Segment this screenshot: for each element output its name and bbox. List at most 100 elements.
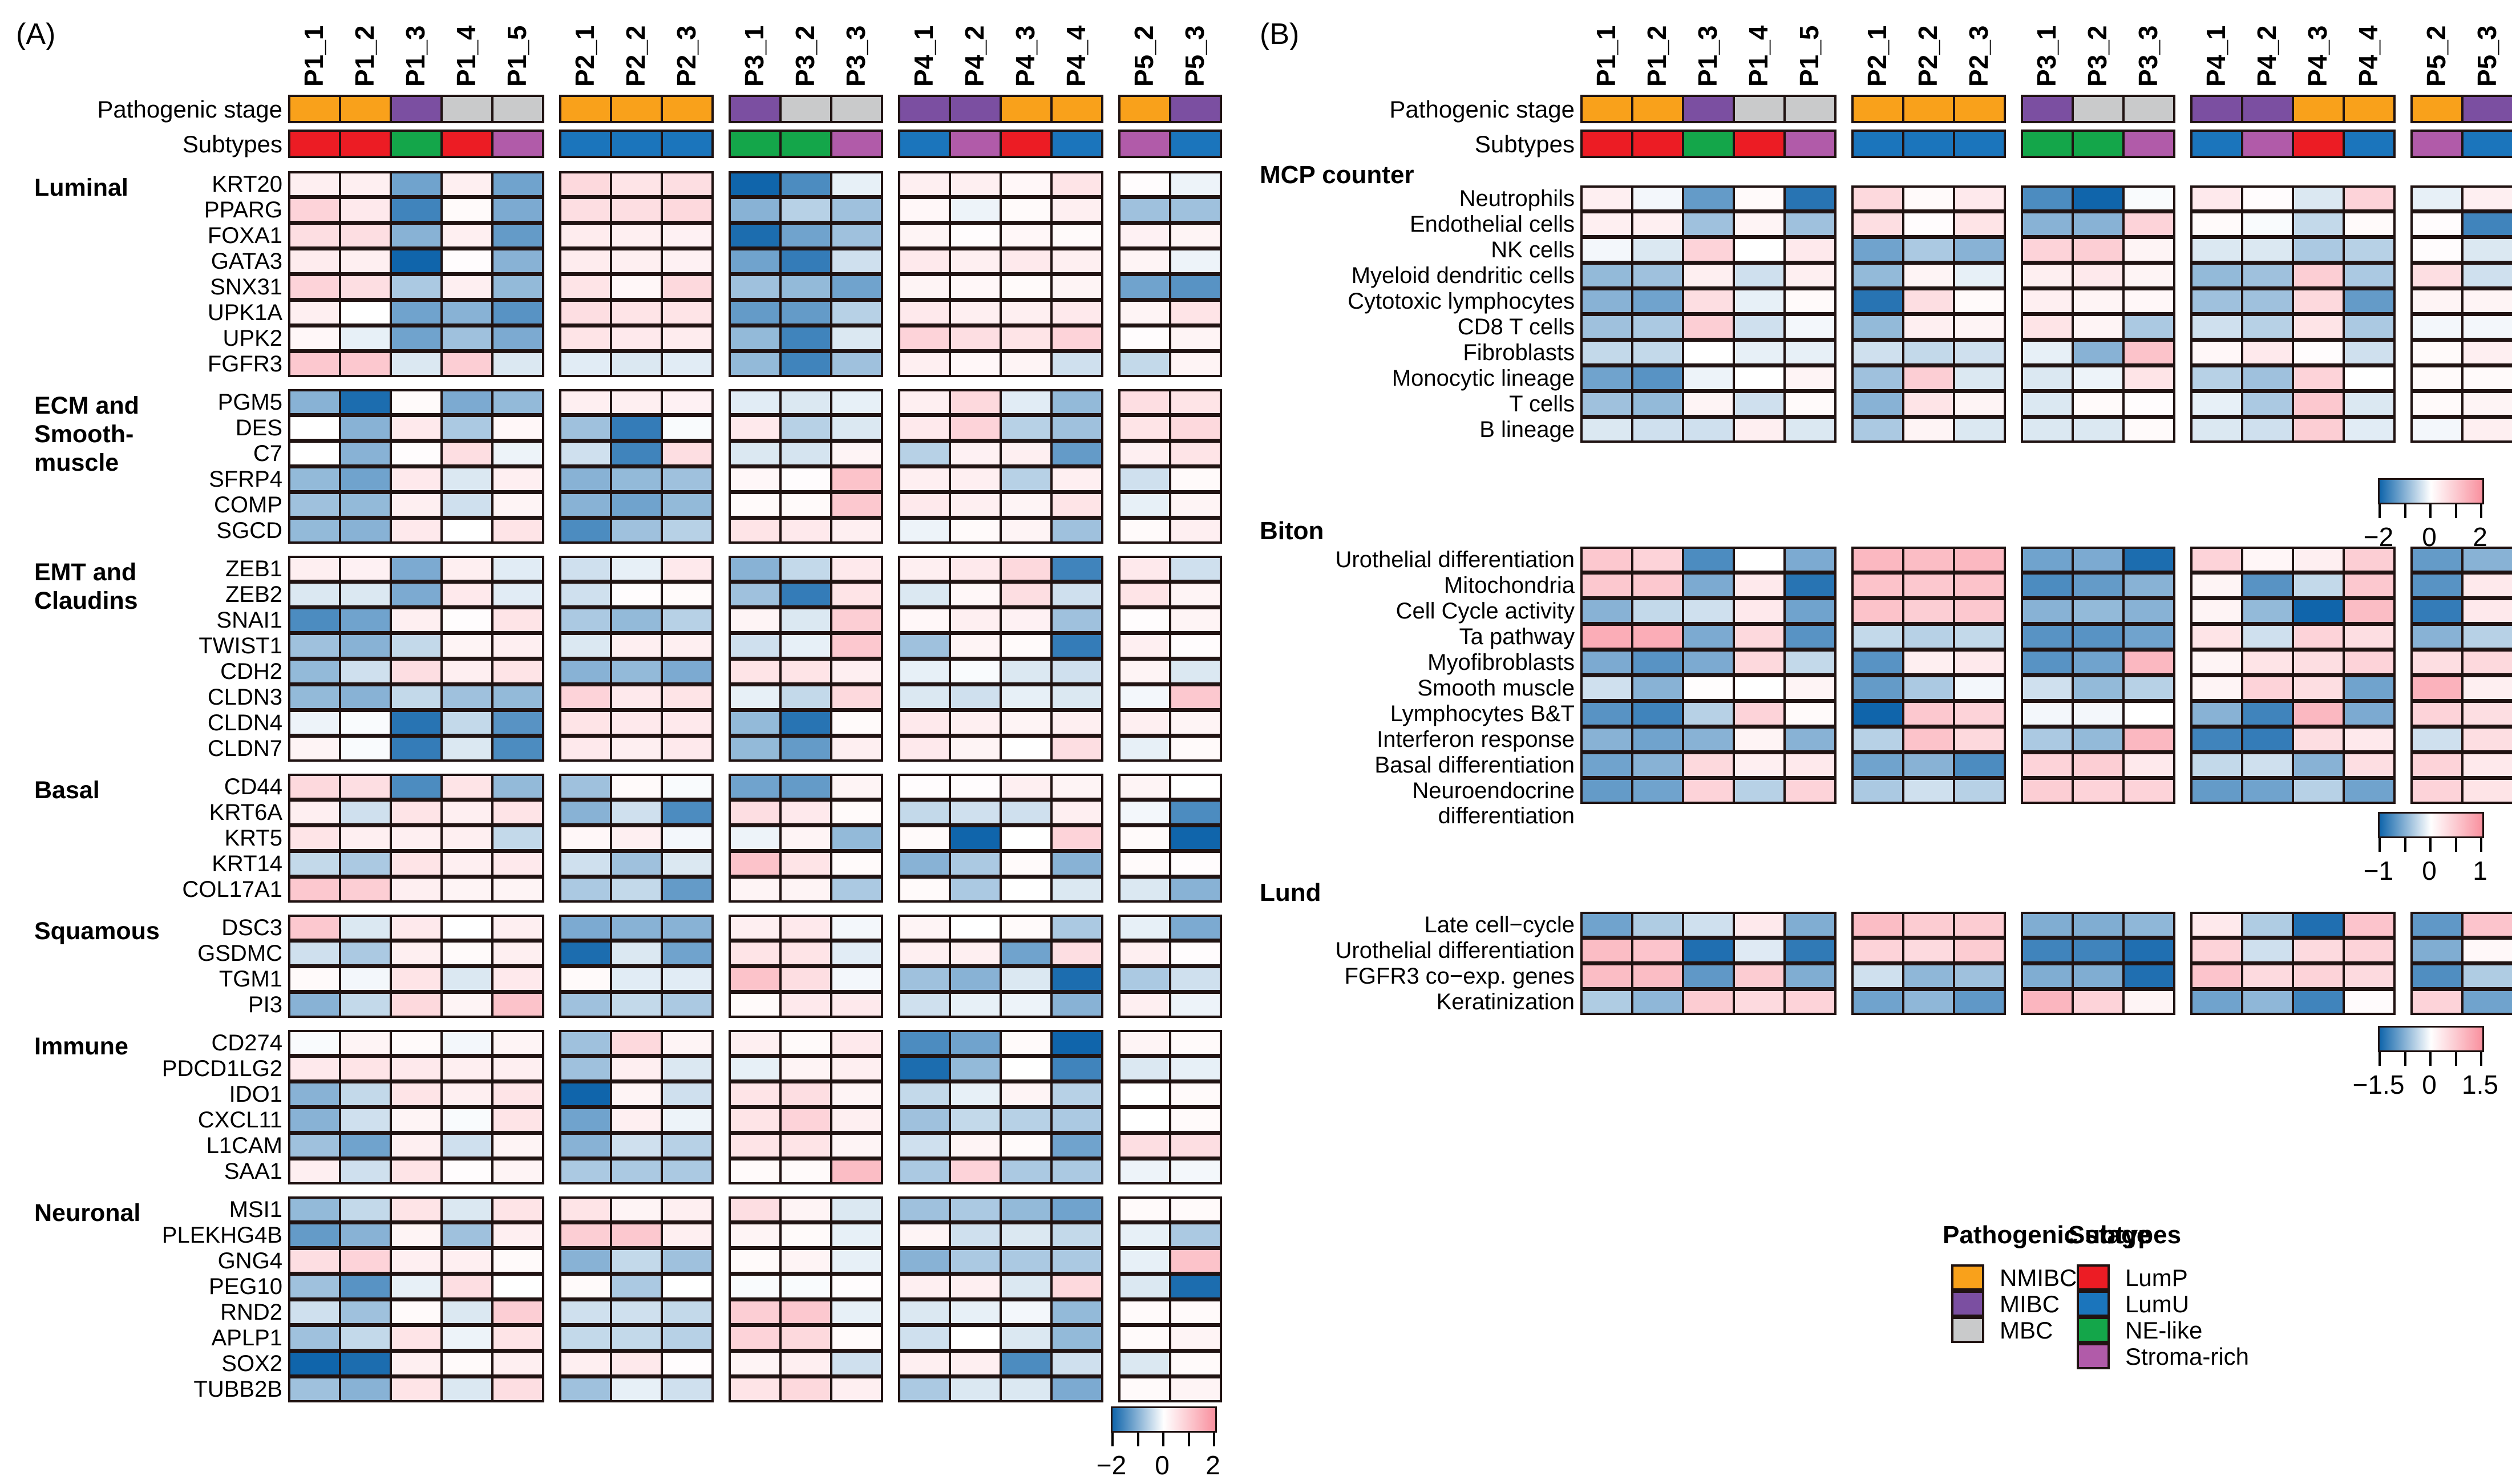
- heatmap-cell: [2023, 914, 2072, 936]
- heatmap-cell: [782, 1160, 830, 1182]
- annotation-cell: [900, 97, 949, 121]
- annotation-cell: [2023, 132, 2072, 156]
- heatmap-cell: [2294, 703, 2343, 725]
- heatmap-cell: [1904, 914, 1953, 936]
- heatmap-cell: [1735, 419, 1783, 440]
- heatmap-cell: [1854, 991, 1902, 1013]
- annotation-bar-subtype: [559, 130, 714, 158]
- column-label: P4_2: [2251, 25, 2282, 87]
- heatmap-cell: [951, 827, 1000, 849]
- heatmap-cell: [832, 1058, 881, 1079]
- heatmap-cell: [832, 1353, 881, 1374]
- heatmap-cell: [1171, 494, 1220, 516]
- heatmap-cell: [1904, 290, 1953, 312]
- heatmap-cell: [951, 1135, 1000, 1157]
- heatmap-cell: [290, 1224, 339, 1246]
- heatmap-cell: [290, 353, 339, 375]
- row-label: TUBB2B: [193, 1377, 282, 1402]
- heatmap-cell: [1002, 584, 1050, 605]
- heatmap-cell: [341, 225, 390, 246]
- heatmap-cell: [561, 1224, 610, 1246]
- heatmap-cell: [1955, 290, 2004, 312]
- heatmap-cell: [1121, 276, 1169, 298]
- heatmap-cell: [663, 417, 711, 439]
- heatmap-cell: [782, 1250, 830, 1272]
- heatmap-cell: [1684, 780, 1733, 802]
- heatmap-cell: [2464, 677, 2512, 699]
- heatmap-cell: [2125, 549, 2173, 571]
- heatmap-cell: [392, 1353, 440, 1374]
- heatmap-cell: [443, 391, 491, 413]
- color-scale-tick: [2378, 504, 2381, 518]
- gene-group-label: EMT and Claudins: [34, 559, 138, 614]
- heatmap-cell: [832, 1083, 881, 1105]
- heatmap-cell: [1633, 239, 1682, 261]
- heatmap-cell: [1053, 609, 1101, 631]
- heatmap-cell: [1002, 1109, 1050, 1131]
- heatmap-cell: [1053, 353, 1101, 375]
- heatmap-cell: [1002, 468, 1050, 490]
- heatmap-cell: [731, 661, 779, 682]
- heatmap-cell: [782, 686, 830, 708]
- heatmap-cell: [1583, 729, 1631, 750]
- annotation-bar-stage: [288, 95, 544, 123]
- heatmap-cell: [2074, 703, 2122, 725]
- heatmap-cell: [2464, 940, 2512, 961]
- heatmap-cell: [1633, 991, 1682, 1013]
- heatmap-cell: [2345, 367, 2393, 389]
- heatmap-cell: [1053, 1135, 1101, 1157]
- heatmap-cell: [1854, 316, 1902, 338]
- heatmap-cell: [1053, 558, 1101, 580]
- annotation-cell: [2125, 132, 2173, 156]
- heatmap-cell: [1121, 738, 1169, 759]
- heatmap-cell: [731, 225, 779, 246]
- heatmap-cell: [663, 776, 711, 798]
- heatmap-cell: [392, 776, 440, 798]
- heatmap-cell: [2243, 342, 2292, 363]
- heatmap-block: [898, 1196, 1103, 1402]
- heatmap-cell: [1002, 1160, 1050, 1182]
- heatmap-cell: [731, 1301, 779, 1323]
- heatmap-cell: [951, 327, 1000, 349]
- heatmap-cell: [1633, 626, 1682, 648]
- heatmap-cell: [731, 302, 779, 324]
- heatmap-block: [1118, 1030, 1222, 1184]
- heatmap-cell: [1002, 712, 1050, 734]
- heatmap-cell: [1583, 188, 1631, 209]
- heatmap-cell: [1633, 600, 1682, 622]
- heatmap-cell: [612, 520, 661, 541]
- heatmap-cell: [832, 494, 881, 516]
- heatmap-cell: [1786, 419, 1834, 440]
- heatmap-cell: [612, 853, 661, 875]
- heatmap-cell: [290, 276, 339, 298]
- heatmap-cell: [612, 1135, 661, 1157]
- heatmap-cell: [2345, 290, 2393, 312]
- heatmap-cell: [290, 1032, 339, 1054]
- heatmap-cell: [951, 302, 1000, 324]
- heatmap-cell: [1002, 738, 1050, 759]
- heatmap-cell: [663, 468, 711, 490]
- heatmap-cell: [443, 994, 491, 1016]
- heatmap-cell: [1633, 290, 1682, 312]
- heatmap-cell: [1171, 199, 1220, 221]
- heatmap-cell: [1786, 600, 1834, 622]
- heatmap-cell: [951, 199, 1000, 221]
- heatmap-cell: [1053, 417, 1101, 439]
- row-label: C7: [253, 441, 282, 466]
- heatmap-cell: [1053, 879, 1101, 900]
- heatmap-cell: [1955, 367, 2004, 389]
- annotation-cell: [341, 132, 390, 156]
- row-label: CD8 T cells: [1457, 314, 1575, 339]
- annotation-cell: [1633, 132, 1682, 156]
- heatmap-block: [288, 389, 544, 544]
- heatmap-cell: [290, 802, 339, 823]
- heatmap-cell: [951, 443, 1000, 464]
- heatmap-cell: [1121, 225, 1169, 246]
- heatmap-block: [1851, 912, 2006, 1015]
- heatmap-cell: [951, 1378, 1000, 1400]
- heatmap-cell: [290, 250, 339, 272]
- heatmap-cell: [290, 199, 339, 221]
- heatmap-cell: [392, 353, 440, 375]
- heatmap-cell: [1171, 943, 1220, 964]
- heatmap-cell: [612, 173, 661, 195]
